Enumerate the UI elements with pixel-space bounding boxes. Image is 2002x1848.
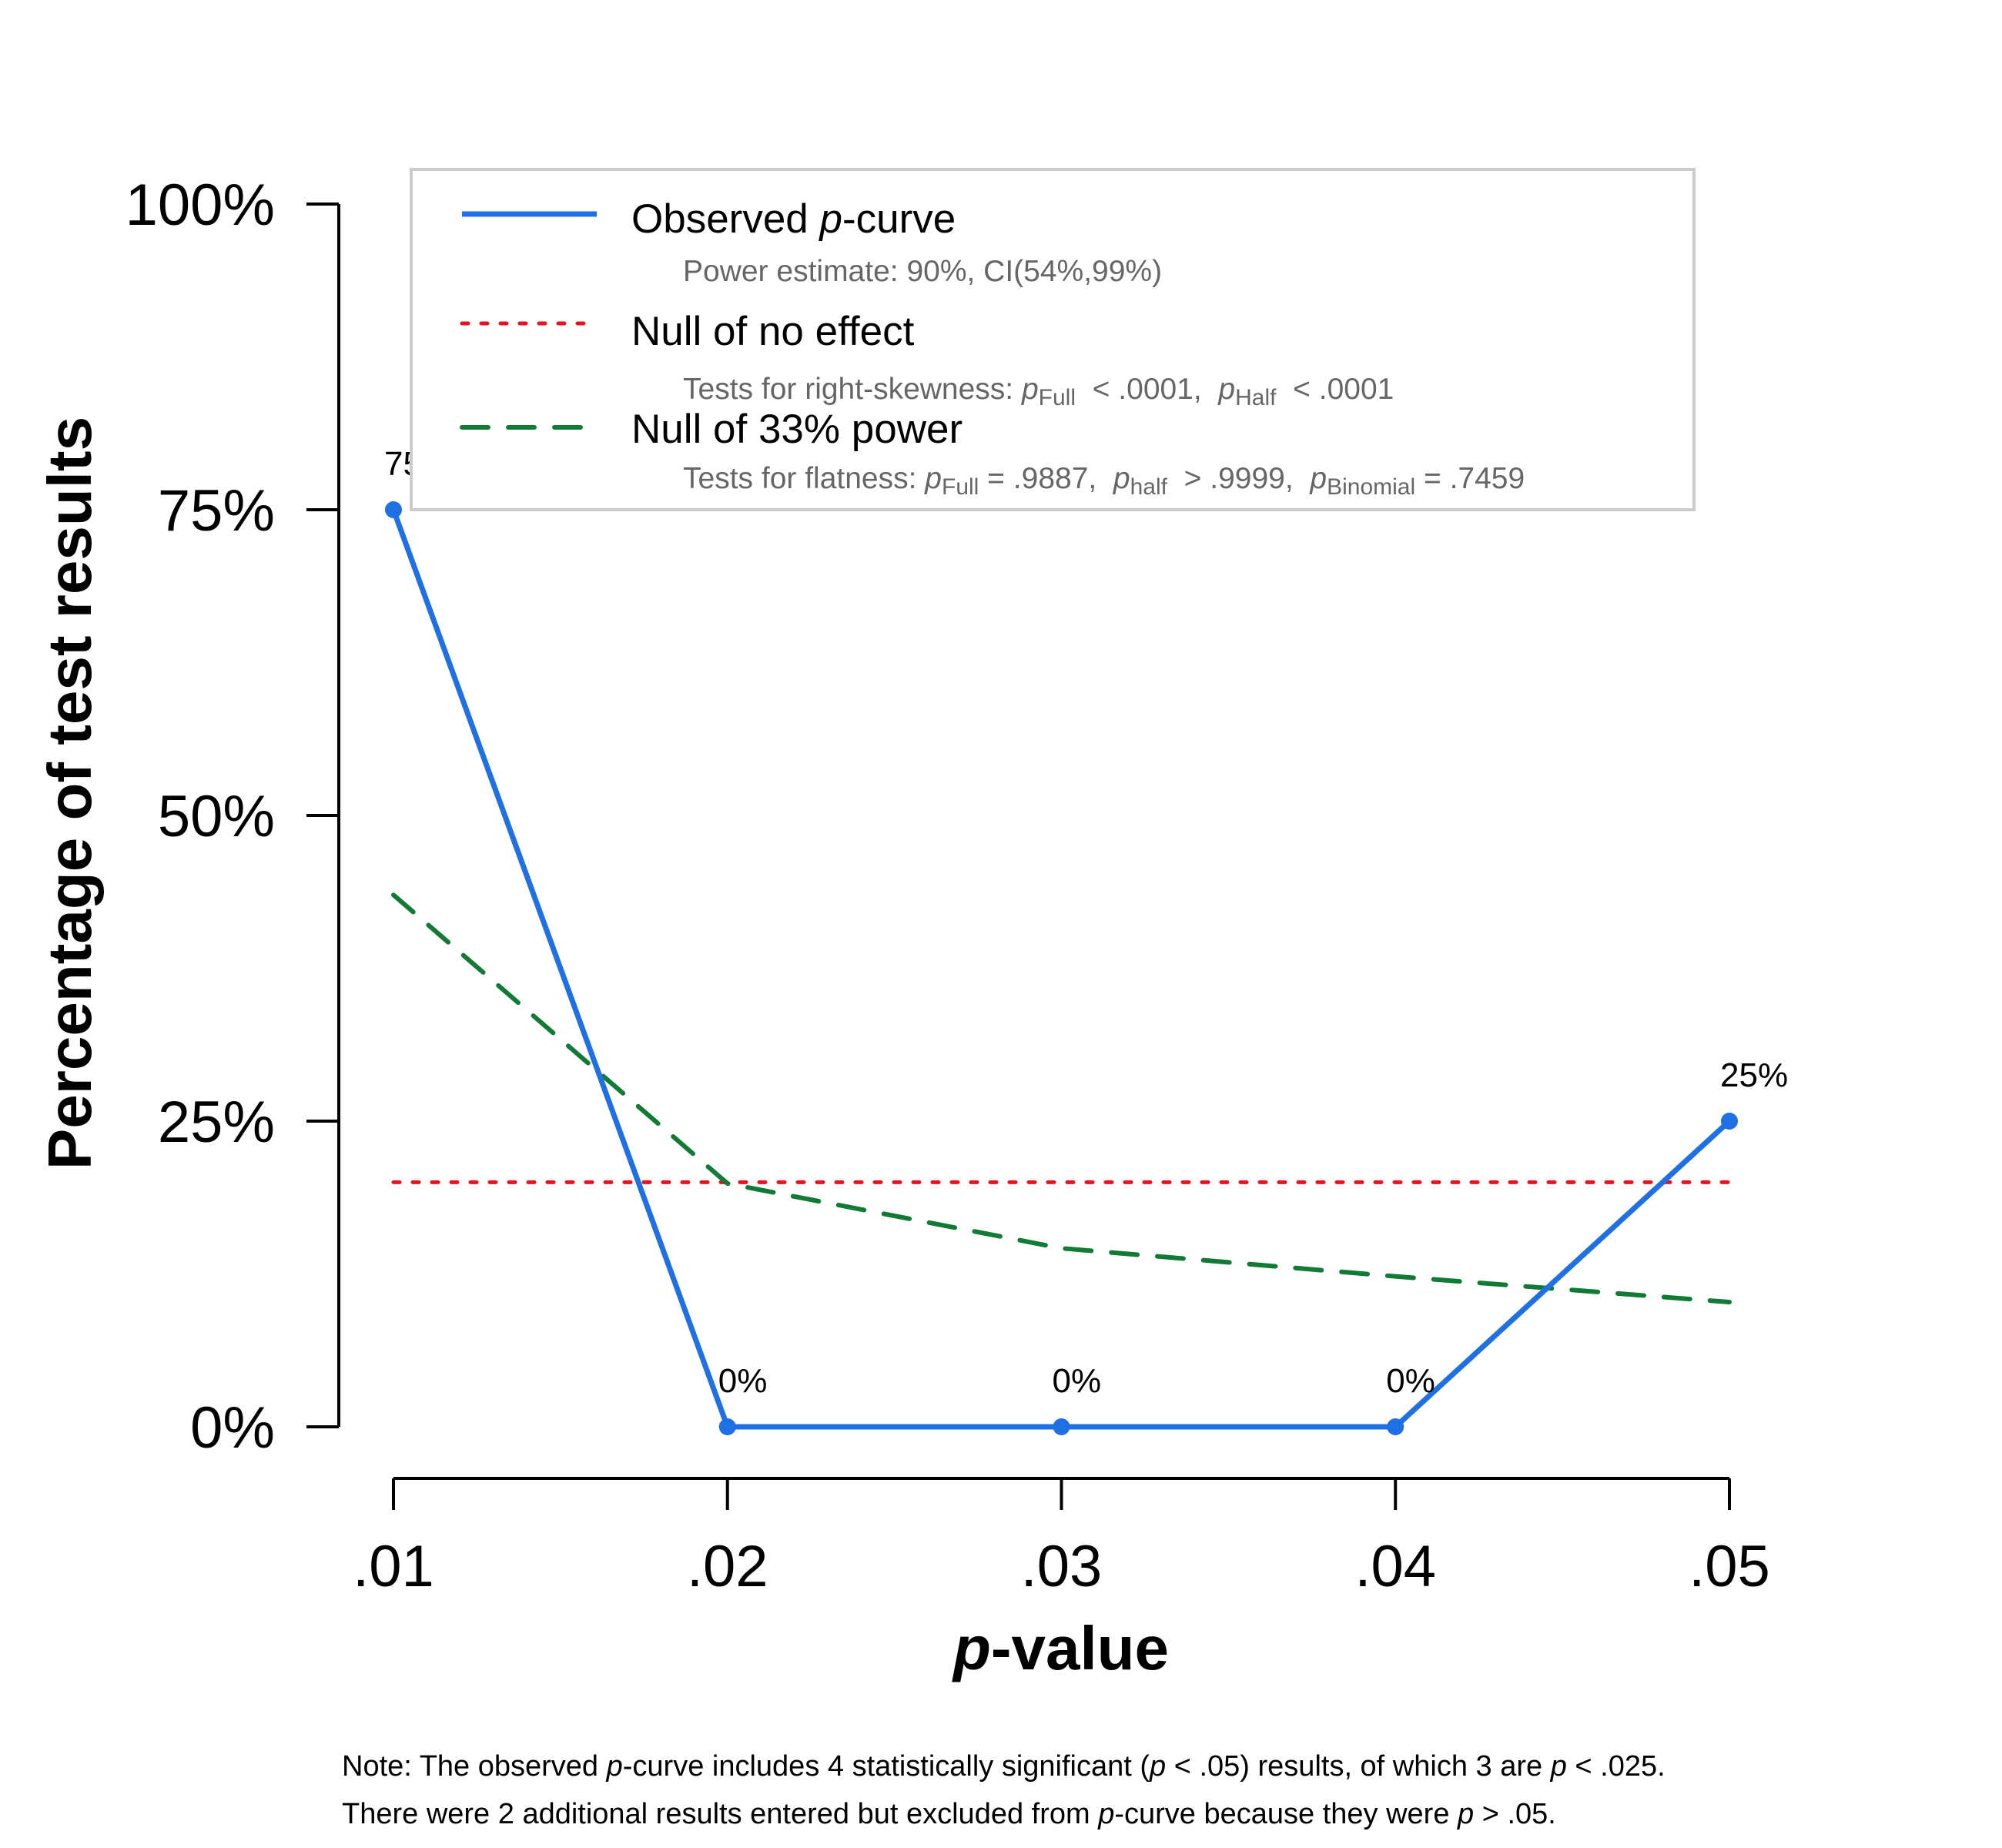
legend-subtitle-part: p xyxy=(1021,373,1039,406)
y-tick-label: 100% xyxy=(126,172,275,238)
legend-title-part: Null of 33% power xyxy=(631,407,962,452)
legend-subtitle-part: p xyxy=(1309,462,1327,495)
note-part: p xyxy=(1149,1750,1166,1783)
data-point xyxy=(1721,1113,1738,1130)
data-label: 0% xyxy=(718,1362,768,1400)
note-part: -curve because they were xyxy=(1114,1798,1458,1830)
legend-title-part: Null of no effect xyxy=(631,309,915,354)
legend-subtitle-part: > .9999, xyxy=(1167,462,1310,495)
note-part: p xyxy=(1457,1798,1474,1830)
note-part: p xyxy=(1097,1798,1114,1830)
x-axis: .01 .02 .03 .04 .05 xyxy=(353,1477,1770,1599)
note-part: < .05) results, of which 3 are xyxy=(1166,1750,1551,1783)
x-tick-label: .05 xyxy=(1689,1534,1770,1599)
legend-box xyxy=(410,168,1696,511)
legend-subtitle-part: < .0001, xyxy=(1076,373,1218,406)
note: Note: The observed p-curve includes 4 st… xyxy=(342,1750,1666,1830)
legend-subtitle-part: Power estimate: 90%, CI(54%,99%) xyxy=(683,255,1162,288)
legend-subtitle: Tests for flatness: pFull = .9887, phalf… xyxy=(683,462,1525,500)
legend-subtitle-part: Full xyxy=(942,474,979,500)
legend-title: Null of 33% power xyxy=(631,407,962,452)
note-part: There were 2 additional results entered … xyxy=(342,1798,1098,1830)
legend-subtitle-part: p xyxy=(1217,373,1235,406)
y-tick-label: 25% xyxy=(158,1090,275,1155)
x-axis-title-rest: -value xyxy=(991,1614,1169,1682)
data-point xyxy=(385,501,402,518)
x-axis-title-italic: p xyxy=(952,1614,991,1682)
legend-subtitle-part: Full xyxy=(1039,385,1076,410)
data-label: 25% xyxy=(1720,1056,1788,1094)
legend-title: Observed p-curve xyxy=(631,196,956,242)
series-line-dashed xyxy=(391,892,1732,1305)
legend-title-part: -curve xyxy=(842,196,956,242)
y-tick-label: 0% xyxy=(190,1395,275,1461)
legend-subtitle-part: p xyxy=(924,462,942,495)
x-tick-label: .01 xyxy=(353,1534,434,1599)
data-label: 0% xyxy=(1386,1362,1435,1400)
note-part: p xyxy=(606,1750,623,1783)
y-tick-label: 50% xyxy=(158,784,275,849)
legend-subtitle-part: Tests for flatness: xyxy=(683,462,925,495)
legend-subtitle-part: = .7459 xyxy=(1415,462,1525,495)
legend-title-part: p xyxy=(819,196,842,242)
y-tick-label: 75% xyxy=(158,478,275,544)
series-line-solid xyxy=(390,508,1732,1430)
x-axis-title: p-value xyxy=(952,1614,1169,1682)
note-part: < .025. xyxy=(1567,1750,1666,1783)
note-part: > .05. xyxy=(1474,1798,1556,1830)
legend-subtitle-part: p xyxy=(1113,462,1130,495)
y-axis: 0% 25% 50% 75% 100% xyxy=(126,172,340,1461)
note-line: Note: The observed p-curve includes 4 st… xyxy=(342,1750,1666,1783)
legend-title: Null of no effect xyxy=(631,309,915,354)
legend-subtitle-part: Half xyxy=(1235,385,1277,410)
x-tick-label: .04 xyxy=(1354,1534,1436,1599)
note-part: p xyxy=(1550,1750,1567,1783)
x-tick-label: .03 xyxy=(1021,1534,1103,1599)
x-tick-label: .02 xyxy=(687,1534,768,1599)
series-layer: 75%0%0%0%25% xyxy=(384,445,1788,1435)
legend-subtitle: Tests for right-skewness: pFull < .0001,… xyxy=(683,373,1394,410)
y-axis-title: Percentage of test results xyxy=(35,417,104,1170)
note-part: -curve includes 4 statistically signific… xyxy=(623,1750,1150,1783)
legend-subtitle-part: half xyxy=(1130,474,1168,500)
legend-subtitle-part: Binomial xyxy=(1327,474,1415,500)
legend-subtitle-part: = .9887, xyxy=(979,462,1113,495)
legend-subtitle-part: Tests for right-skewness: xyxy=(683,373,1022,406)
legend-subtitle: Power estimate: 90%, CI(54%,99%) xyxy=(683,255,1162,288)
data-label: 0% xyxy=(1053,1362,1102,1400)
data-point xyxy=(718,1418,736,1435)
legend-subtitle-part: < .0001 xyxy=(1276,373,1394,406)
note-line: There were 2 additional results entered … xyxy=(342,1798,1556,1830)
legend-title-part: Observed xyxy=(631,196,820,242)
data-point xyxy=(1387,1418,1404,1435)
data-point xyxy=(1053,1418,1070,1435)
note-part: Note: The observed xyxy=(342,1750,607,1783)
